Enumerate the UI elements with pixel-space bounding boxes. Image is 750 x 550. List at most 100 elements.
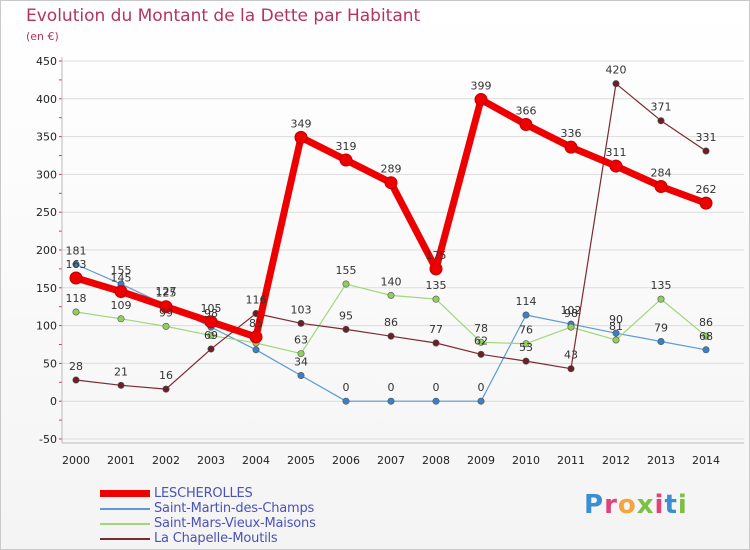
series-line — [72, 96, 710, 341]
data-point — [69, 271, 83, 285]
data-point — [699, 196, 713, 210]
y-tick-label: 200 — [36, 244, 57, 257]
data-label: 118 — [66, 292, 87, 305]
y-tick-label: 250 — [36, 206, 57, 219]
data-point — [522, 311, 530, 319]
data-label: 99 — [159, 306, 173, 319]
data-point — [567, 365, 575, 373]
y-tick-label: 100 — [36, 320, 57, 333]
logo-letter: i — [654, 490, 665, 520]
data-point — [117, 315, 125, 323]
y-tick-label: -50 — [39, 433, 57, 446]
data-label: 399 — [471, 80, 492, 93]
legend-item-la-chapelle: La Chapelle-Moutils — [100, 531, 316, 546]
data-point — [342, 325, 350, 333]
data-label: 95 — [339, 309, 353, 322]
data-label: 78 — [474, 322, 488, 335]
data-point — [387, 397, 395, 405]
data-point — [159, 300, 173, 314]
data-label: 0 — [433, 381, 440, 394]
data-point — [249, 330, 263, 344]
data-label: 103 — [291, 303, 312, 316]
logo-letter: t — [664, 490, 678, 520]
x-tick-label: 2007 — [377, 454, 405, 467]
data-label: 175 — [426, 249, 447, 262]
data-label: 86 — [384, 316, 398, 329]
logo-letter: x — [636, 490, 655, 520]
data-point — [657, 337, 665, 345]
data-point — [339, 153, 353, 167]
data-point — [612, 329, 620, 337]
legend-swatch — [100, 490, 150, 497]
data-label: 284 — [651, 166, 672, 179]
x-tick-label: 2013 — [647, 454, 675, 467]
data-point — [429, 262, 443, 276]
y-tick-label: 400 — [36, 93, 57, 106]
chart-unit-label: (en €) — [26, 30, 59, 43]
data-label: 145 — [111, 272, 132, 285]
data-label: 21 — [114, 365, 128, 378]
data-point — [522, 340, 530, 348]
data-label: 420 — [606, 64, 627, 77]
y-tick-label: 150 — [36, 282, 57, 295]
proxiti-logo: Proxiti — [584, 490, 688, 520]
data-label: 0 — [388, 381, 395, 394]
series-la-chapelle-moutils — [72, 80, 710, 393]
data-labels-layer: 181 155 127 98 34 0 0 0 0 114 102 90 79 68 118 109 99 63 1… — [66, 64, 717, 395]
data-point — [657, 117, 665, 125]
series-lescherolles — [69, 93, 713, 344]
data-point — [612, 336, 620, 344]
data-point — [387, 332, 395, 340]
data-point — [612, 80, 620, 88]
data-point — [117, 381, 125, 389]
y-tick-label: 350 — [36, 131, 57, 144]
data-label: 81 — [609, 320, 623, 333]
series-layer — [69, 80, 713, 405]
data-point — [297, 319, 305, 327]
data-point — [702, 332, 710, 340]
data-label: 85 — [249, 317, 263, 330]
data-label: 289 — [381, 163, 402, 176]
data-point — [567, 323, 575, 331]
x-tick-label: 2010 — [512, 454, 540, 467]
data-label: 311 — [606, 146, 627, 159]
data-point — [564, 140, 578, 154]
data-point — [72, 260, 80, 268]
data-label: 0 — [343, 381, 350, 394]
data-label: 79 — [654, 321, 668, 334]
data-point — [252, 346, 260, 354]
legend-item-saint-mars: Saint-Mars-Vieux-Maisons — [100, 516, 316, 531]
data-label: 63 — [294, 334, 308, 347]
data-point — [654, 179, 668, 193]
logo-letter: P — [584, 490, 605, 520]
data-label: 98 — [564, 307, 578, 320]
data-point — [432, 295, 440, 303]
x-tick-label: 2005 — [287, 454, 315, 467]
data-label: 140 — [381, 275, 402, 288]
data-point — [432, 397, 440, 405]
data-point — [342, 280, 350, 288]
data-label: 371 — [651, 101, 672, 114]
series-line — [75, 83, 707, 390]
y-tick-label: 300 — [36, 168, 57, 181]
data-point — [294, 130, 308, 144]
data-point — [474, 93, 488, 107]
data-label: 76 — [519, 324, 533, 337]
data-label: 90 — [609, 313, 623, 326]
data-label: 105 — [201, 302, 222, 315]
data-point — [297, 371, 305, 379]
data-point — [204, 315, 218, 329]
data-label: 86 — [699, 316, 713, 329]
data-point — [702, 346, 710, 354]
data-label: 336 — [561, 127, 582, 140]
data-label: 319 — [336, 140, 357, 153]
legend-label: Saint-Martin-des-Champs — [154, 501, 315, 516]
x-tick-label: 2011 — [557, 454, 585, 467]
data-label: 34 — [294, 355, 308, 368]
logo-letter: o — [617, 490, 637, 520]
data-point — [432, 339, 440, 347]
data-label: 77 — [429, 323, 443, 336]
data-label: 0 — [478, 381, 485, 394]
x-tick-label: 2000 — [62, 454, 90, 467]
